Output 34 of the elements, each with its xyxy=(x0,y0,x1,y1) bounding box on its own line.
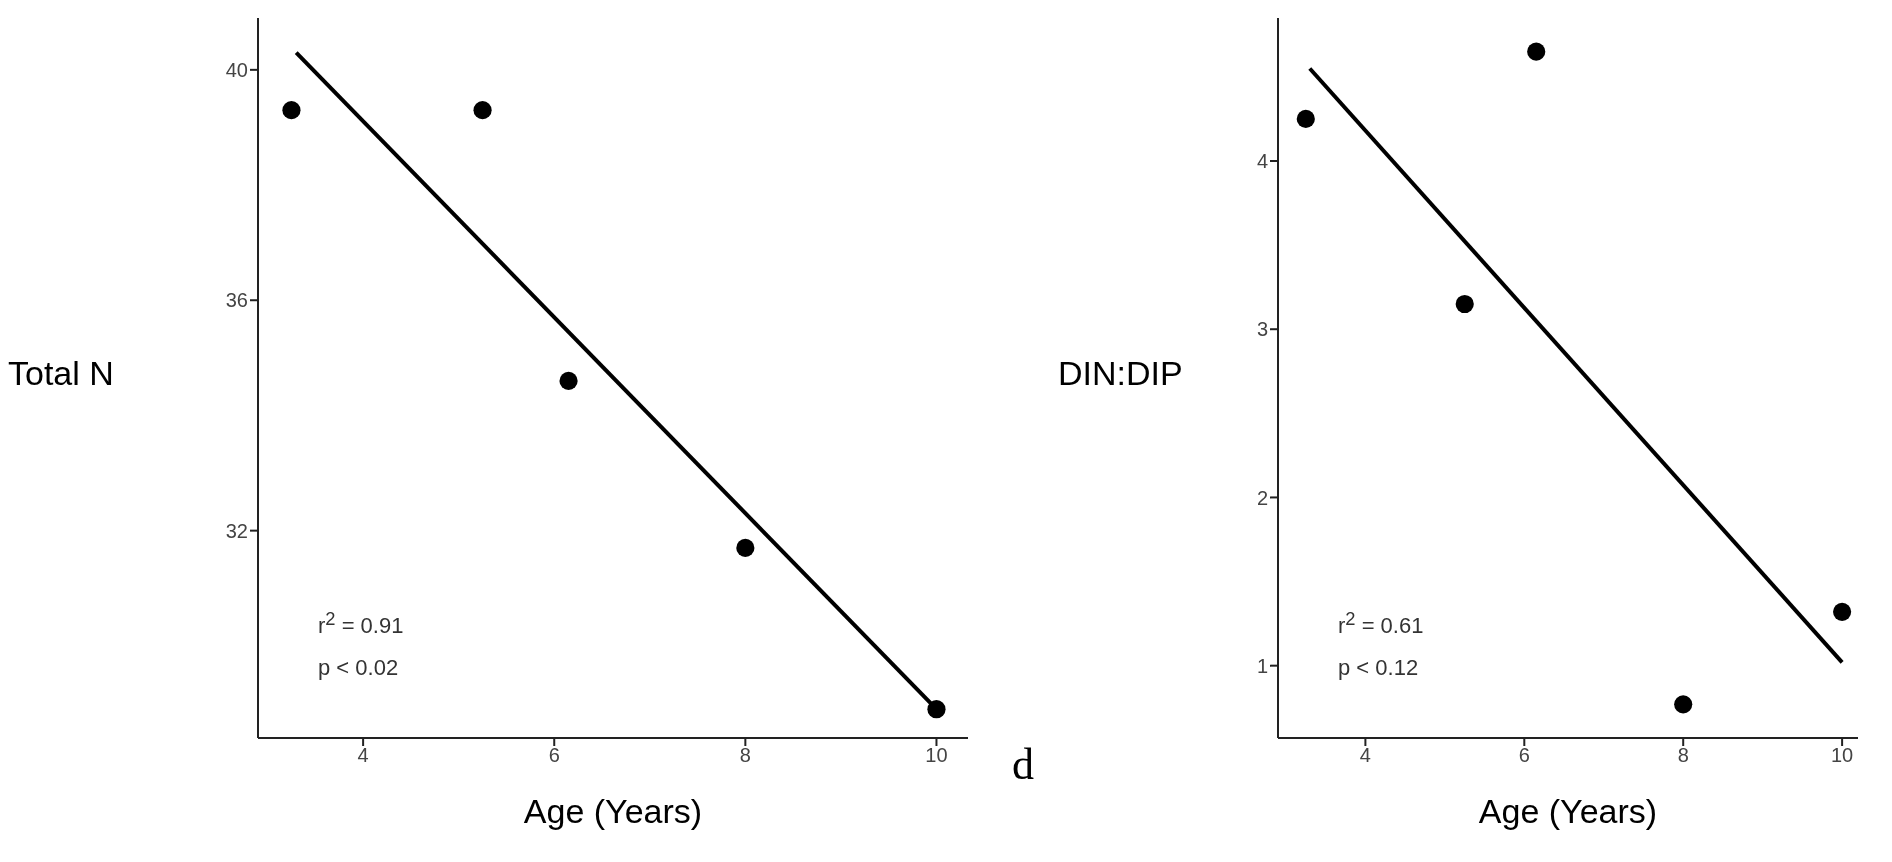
y-axis-title: Total N xyxy=(8,352,115,394)
y-tick-label: 36 xyxy=(225,289,248,312)
y-tick-label: 1 xyxy=(1256,654,1268,677)
x-axis-title: Age (Years) xyxy=(1478,792,1658,830)
point xyxy=(1833,602,1852,621)
point xyxy=(1674,695,1693,714)
y-tick-label: 2 xyxy=(1256,486,1268,509)
x-tick-label: 6 xyxy=(548,744,560,767)
point xyxy=(927,700,946,719)
x-tick-label: 8 xyxy=(739,744,751,767)
point xyxy=(1296,109,1315,129)
point xyxy=(559,371,578,390)
annotation: r$^{2}$ = 0.91 xyxy=(318,607,404,641)
y-tick-label: 4 xyxy=(1256,150,1268,173)
annotation: p < 0.02 xyxy=(318,654,400,683)
y-tick-label: 32 xyxy=(225,519,248,542)
text: d xyxy=(1012,739,1034,790)
x-tick-label: 6 xyxy=(1518,744,1530,767)
point xyxy=(736,538,755,557)
point xyxy=(1455,294,1474,314)
annotation: r$^{2}$ = 0.61 xyxy=(1338,607,1424,641)
x-tick-label: 10 xyxy=(925,744,948,767)
annotation: p < 0.12 xyxy=(1338,654,1420,683)
point xyxy=(282,101,301,120)
y-tick-label: 3 xyxy=(1256,318,1268,341)
x-axis-title: Age (Years) xyxy=(523,792,703,830)
y-tick-label: 40 xyxy=(225,58,248,81)
y-axis-title: DIN:DIP xyxy=(1058,352,1184,394)
x-tick-label: 10 xyxy=(1830,744,1854,767)
x-tick-label: 4 xyxy=(1359,744,1371,767)
x-tick-label: 4 xyxy=(357,744,369,767)
x-tick-label: 8 xyxy=(1677,744,1689,767)
point xyxy=(473,101,492,120)
point xyxy=(1527,42,1546,61)
